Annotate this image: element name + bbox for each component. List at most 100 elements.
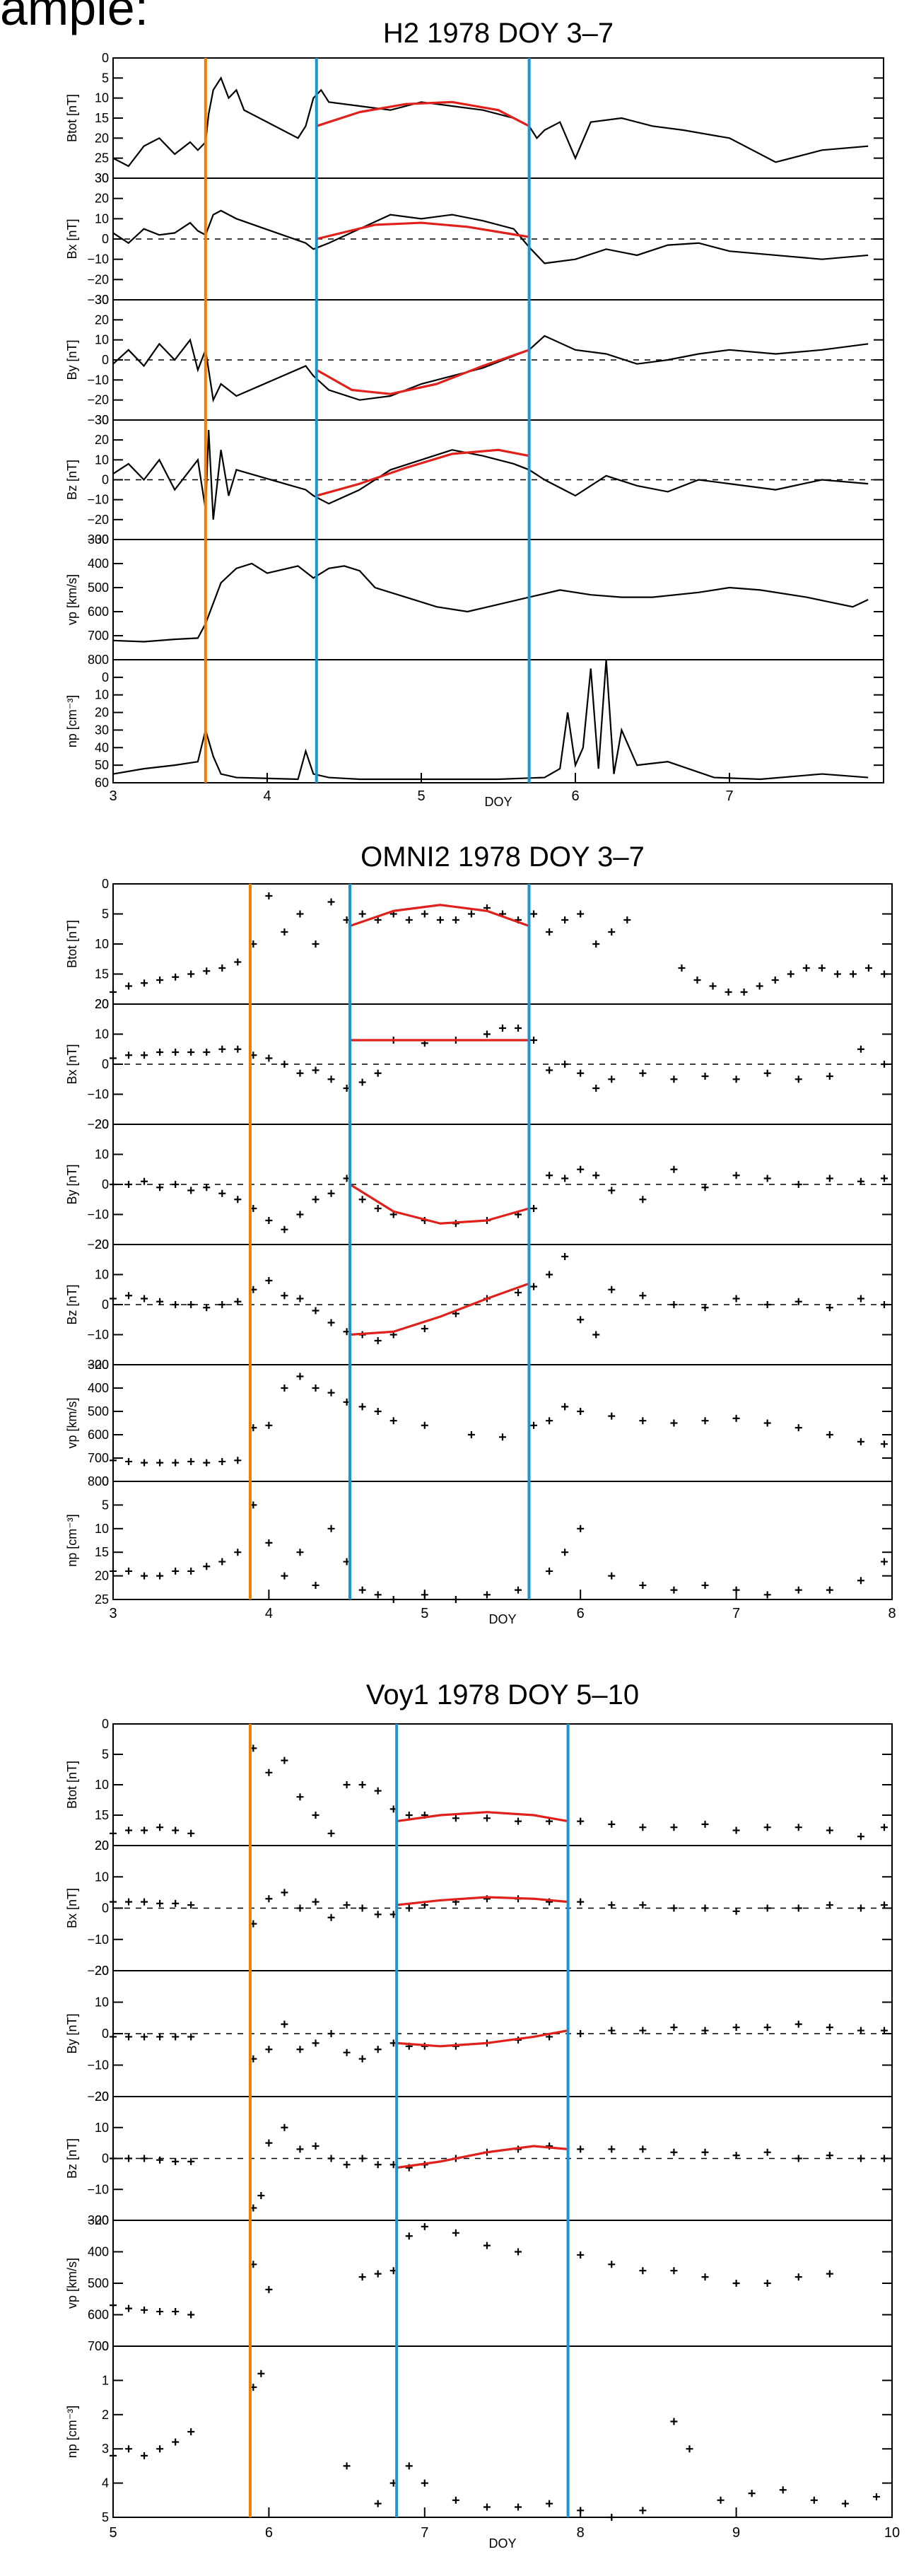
data-trace (112, 76, 869, 168)
y-tick-label: 50 (95, 758, 109, 772)
data-point (467, 1431, 475, 1438)
y-tick-label: 400 (88, 1381, 109, 1395)
y-tick-label: −30 (87, 532, 109, 547)
data-point (577, 1069, 585, 1077)
data-point (725, 989, 732, 996)
data-point (141, 979, 148, 987)
data-point (343, 2161, 351, 2169)
panel-4: 800 700 600 500 400 300 vp [km/s] (65, 1358, 893, 1488)
y-tick-label: −10 (87, 1208, 109, 1222)
y-tick-label: 60 (95, 776, 109, 790)
data-point (763, 1301, 771, 1308)
y-tick-label: −20 (87, 393, 109, 407)
fit-curve (396, 1811, 568, 1823)
y-tick-label: 0 (102, 232, 109, 246)
data-point (172, 1301, 180, 1308)
y-tick-label: 700 (88, 1451, 109, 1465)
y-axis-label: Bx [nT] (65, 1888, 79, 1928)
data-point (358, 1196, 366, 1204)
data-point (218, 964, 226, 972)
panel-1: −30 −20 −10 0 10 20 30 Bx [nT] (65, 171, 884, 307)
data-point (234, 1045, 242, 1053)
data-point (187, 1457, 195, 1465)
data-point (826, 2024, 833, 2032)
data-point (763, 2280, 771, 2287)
panel-2: −30 −20 −10 0 10 20 30 By [nT] (65, 293, 884, 427)
data-point (125, 2033, 133, 2041)
panel-frame (112, 1723, 893, 1846)
data-point (639, 1581, 647, 1589)
y-tick-label: 300 (88, 2213, 109, 2227)
data-point (794, 2273, 802, 2281)
data-point (141, 1898, 148, 1906)
data-point (561, 1175, 569, 1182)
data-point (281, 1756, 288, 1764)
y-tick-label: 20 (95, 1237, 109, 1252)
data-trace (112, 430, 869, 520)
data-point (880, 1175, 888, 1182)
data-point (234, 1196, 242, 1204)
y-axis-label: np [cm⁻³] (65, 695, 79, 748)
data-point (515, 1025, 522, 1032)
data-point (405, 1812, 413, 1819)
data-point (296, 910, 304, 918)
data-point (546, 1271, 553, 1278)
data-point (343, 1901, 351, 1909)
y-tick-label: 20 (95, 131, 109, 145)
data-point (608, 2261, 616, 2268)
x-tick-label: 7 (421, 2525, 428, 2541)
x-tick-label: 6 (571, 788, 579, 804)
data-point (125, 2445, 133, 2453)
data-point (763, 1069, 771, 1077)
panel-0: 20 15 10 5 0 Btot [nT] (65, 877, 893, 1011)
data-point (763, 1591, 771, 1599)
data-point (327, 898, 335, 906)
data-point (281, 1572, 288, 1580)
x-tick-label: 3 (109, 788, 117, 804)
data-point (670, 2267, 678, 2275)
data-point (374, 2161, 382, 2169)
data-point (794, 1904, 802, 1912)
data-point (172, 2308, 180, 2316)
data-point (561, 1403, 569, 1411)
data-point (389, 1417, 397, 1425)
data-point (358, 2273, 366, 2281)
y-tick-label: 30 (95, 723, 109, 737)
data-point (312, 2143, 319, 2150)
data-point (880, 1901, 888, 1909)
data-point (374, 1591, 382, 1599)
data-point (187, 1829, 195, 1837)
data-point (358, 1078, 366, 1086)
data-point (374, 1069, 382, 1077)
data-point (639, 2507, 647, 2514)
data-point (125, 1826, 133, 1834)
data-point (841, 2500, 849, 2507)
data-point (312, 1581, 319, 1589)
data-point (312, 1898, 319, 1906)
data-point (296, 1793, 304, 1801)
data-point (296, 1295, 304, 1302)
data-point (421, 2222, 428, 2230)
data-point (608, 1820, 616, 1828)
x-axis-label: DOY (488, 2536, 516, 2551)
data-point (312, 1385, 319, 1392)
y-tick-label: −10 (87, 1933, 109, 1947)
data-point (857, 1577, 864, 1585)
y-axis-label: Bz [nT] (65, 1284, 79, 1324)
data-point (561, 916, 569, 923)
panel-frame (112, 2220, 893, 2347)
y-tick-label: 400 (88, 2245, 109, 2259)
data-point (546, 1417, 553, 1425)
panel-4: 700 600 500 400 300 vp [km/s] (65, 2213, 893, 2353)
data-point (110, 1181, 117, 1188)
data-point (577, 1525, 585, 1532)
data-point (857, 1833, 864, 1841)
y-tick-label: 25 (95, 1592, 109, 1607)
data-point (794, 1586, 802, 1594)
y-tick-label: 10 (95, 333, 109, 347)
data-point (515, 2503, 522, 2511)
data-point (763, 1419, 771, 1427)
data-point (483, 1030, 491, 1038)
y-tick-label: 20 (95, 997, 109, 1011)
data-point (110, 989, 117, 996)
